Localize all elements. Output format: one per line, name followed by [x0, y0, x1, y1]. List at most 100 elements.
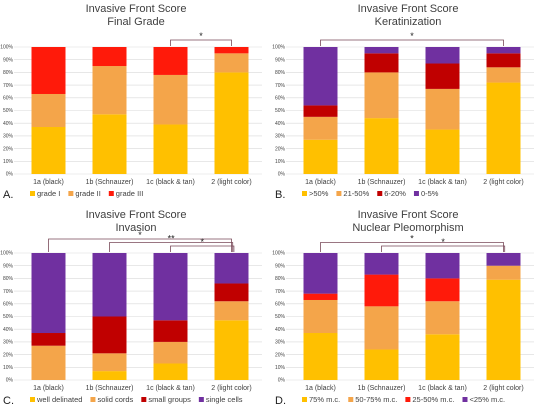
y-tick-label: 60%	[3, 96, 14, 102]
y-tick-label: 40%	[275, 327, 286, 333]
legend-label: grade II	[75, 189, 100, 198]
chart-panel-a: Invasive Front Score Final Grade 0% 10% 20% 3…	[0, 0, 272, 202]
legend-swatch	[348, 397, 354, 402]
y-tick-label: 80%	[3, 70, 14, 76]
bar-segment	[303, 293, 338, 300]
category-label: 2 (light color)	[483, 385, 523, 392]
bar-segment	[364, 53, 399, 73]
category-label: 1c (black & tan)	[146, 179, 195, 186]
y-tick-label: 40%	[3, 121, 14, 127]
y-tick-label: 10%	[3, 365, 14, 371]
significance-label: *	[138, 230, 142, 240]
legend-label: <25% m.c.	[469, 395, 505, 404]
y-tick-label: 30%	[275, 340, 286, 346]
bar-segment	[486, 82, 521, 174]
significance-bracket	[170, 245, 235, 252]
bar-segment	[486, 265, 521, 280]
legend-swatch	[30, 191, 35, 196]
significance-bracket	[170, 39, 232, 46]
y-tick-label: 30%	[3, 134, 14, 140]
bar-segment	[364, 274, 399, 307]
legend-label: well delinated	[36, 395, 82, 404]
bar-segment	[303, 105, 338, 117]
panel-label: A.	[3, 189, 13, 201]
bar-segment	[92, 114, 127, 174]
chart-title: Invasive Front Score	[358, 209, 459, 221]
y-tick-label: 30%	[275, 134, 286, 140]
bar-segment	[364, 349, 399, 380]
y-tick-label: 10%	[3, 159, 14, 165]
bar-segment	[214, 301, 249, 321]
legend-swatch	[462, 397, 468, 402]
chart-title: Invasive Front Score	[86, 3, 187, 15]
category-label: 1c (black & tan)	[146, 385, 195, 392]
y-tick-label: 50%	[275, 314, 286, 320]
y-tick-label: 70%	[275, 83, 286, 89]
y-tick-label: 20%	[3, 352, 14, 358]
bar-segment	[364, 253, 399, 275]
bar-segment	[153, 74, 188, 125]
legend-swatch	[302, 397, 307, 402]
y-tick-label: 50%	[3, 108, 14, 114]
y-tick-label: 70%	[275, 289, 286, 295]
significance-bracket	[320, 242, 504, 252]
bar-segment	[153, 341, 188, 364]
y-tick-label: 0%	[6, 378, 14, 384]
y-tick-label: 80%	[3, 276, 14, 282]
y-tick-label: 20%	[275, 352, 286, 358]
bar-segment	[425, 129, 460, 174]
bar-segment	[486, 253, 521, 266]
y-tick-label: 20%	[275, 146, 286, 152]
bar-segment	[153, 363, 188, 380]
y-tick-label: 0%	[6, 172, 14, 178]
chart-title: Invasive Front Score	[86, 209, 187, 221]
chart-subtitle: Invasion	[116, 222, 157, 234]
category-label: 1a (black)	[33, 385, 64, 392]
y-tick-label: 60%	[275, 302, 286, 308]
y-tick-label: 90%	[275, 263, 286, 269]
y-tick-label: 90%	[275, 57, 286, 63]
y-tick-label: 60%	[275, 96, 286, 102]
legend-swatch	[30, 397, 35, 402]
bar-segment	[31, 93, 66, 128]
category-label: 1a (black)	[33, 179, 64, 186]
y-tick-label: 20%	[3, 146, 14, 152]
bar-segment	[153, 253, 188, 321]
category-label: 1a (black)	[305, 385, 336, 392]
bar-segment	[303, 139, 338, 174]
bar-segment	[364, 306, 399, 350]
legend-label: single cells	[206, 395, 243, 404]
category-label: 1a (black)	[305, 179, 336, 186]
y-tick-label: 70%	[3, 83, 14, 89]
chart-panel-d: Invasive Front Score Nuclear Pleomorphism…	[272, 206, 544, 408]
significance-label: **	[168, 234, 176, 244]
bar-segment	[364, 118, 399, 174]
bar-segment	[31, 253, 66, 334]
legend-label: small groups	[148, 395, 191, 404]
bar-segment	[92, 316, 127, 354]
bar-segment	[425, 88, 460, 130]
bar-segment	[425, 253, 460, 279]
bar-segment	[214, 47, 249, 54]
y-tick-label: 90%	[3, 57, 14, 63]
legend-label: >50%	[309, 189, 329, 198]
y-tick-label: 100%	[272, 251, 285, 257]
y-tick-label: 40%	[3, 327, 14, 333]
y-tick-label: 100%	[0, 45, 13, 51]
bar-segment	[364, 47, 399, 54]
y-tick-label: 50%	[3, 314, 14, 320]
legend-label: grade I	[37, 189, 60, 198]
legend-label: 75% m.c.	[309, 395, 340, 404]
significance-label: *	[199, 31, 203, 41]
bar-segment	[486, 279, 521, 380]
bar-segment	[153, 124, 188, 174]
bar-segment	[486, 67, 521, 83]
bar-segment	[303, 253, 338, 294]
chart-subtitle: Keratinization	[375, 16, 442, 28]
legend-label: 6-20%	[384, 189, 406, 198]
legend-swatch	[413, 191, 419, 196]
category-label: 1b (Schnauzer)	[86, 179, 134, 186]
category-label: 1b (Schnauzer)	[358, 179, 406, 186]
